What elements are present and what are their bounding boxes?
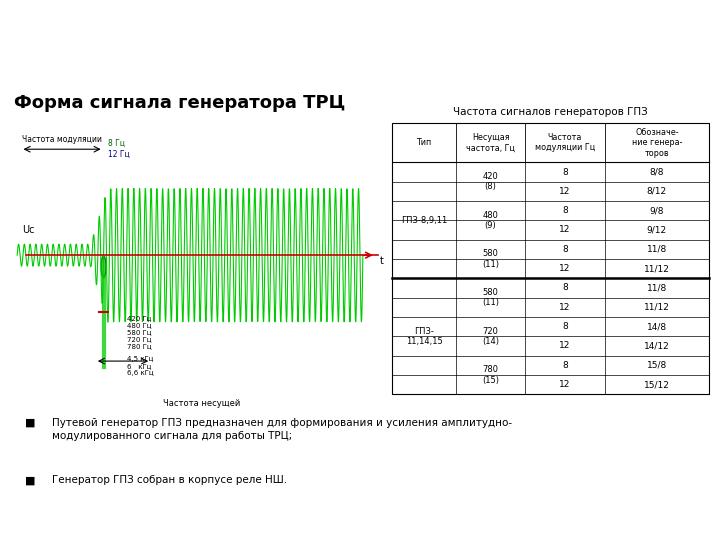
Text: 12: 12 [559, 187, 571, 196]
Text: 580
(11): 580 (11) [482, 288, 499, 307]
Text: 12 Гц: 12 Гц [108, 150, 130, 159]
Text: ■: ■ [24, 418, 35, 428]
Text: 12: 12 [559, 341, 571, 350]
Text: 4,5 кГц
6   кГц
6,6 кГц: 4,5 кГц 6 кГц 6,6 кГц [127, 356, 153, 376]
Text: 9/8: 9/8 [649, 206, 664, 215]
Text: 8/8: 8/8 [649, 167, 664, 177]
Text: 12: 12 [559, 226, 571, 234]
Text: Путевой генератор ГПЗ предназначен для формирования и усиления амплитудно-
модул: Путевой генератор ГПЗ предназначен для ф… [53, 418, 513, 441]
Text: 11/8: 11/8 [647, 284, 667, 293]
Text: 15/12: 15/12 [644, 380, 670, 389]
Ellipse shape [101, 256, 106, 278]
Text: Форма сигнала генератора ТРЦ: Форма сигнала генератора ТРЦ [14, 93, 346, 112]
Text: 8: 8 [562, 322, 568, 331]
Text: Частота несущей: Частота несущей [163, 399, 240, 408]
Text: Частота сигналов генераторов ГПЗ: Частота сигналов генераторов ГПЗ [454, 107, 648, 117]
Text: 720
(14): 720 (14) [482, 327, 499, 346]
Text: 12: 12 [559, 264, 571, 273]
Text: 14/8: 14/8 [647, 322, 667, 331]
Text: 580
(11): 580 (11) [482, 249, 499, 269]
Text: ■: ■ [24, 475, 35, 485]
Text: 8: 8 [562, 361, 568, 370]
Text: ГПЗ-
11,14,15: ГПЗ- 11,14,15 [405, 327, 443, 346]
Text: Обозначе-
ние генера-
торов: Обозначе- ние генера- торов [631, 128, 682, 158]
Text: 14/12: 14/12 [644, 341, 670, 350]
Text: 780
(15): 780 (15) [482, 365, 499, 384]
Text: 12: 12 [559, 303, 571, 312]
Text: 8: 8 [562, 167, 568, 177]
Text: 15/8: 15/8 [647, 361, 667, 370]
Text: 420
(8): 420 (8) [482, 172, 498, 191]
Text: 11/12: 11/12 [644, 303, 670, 312]
Text: 420 Гц
480 Гц
580 Гц
720 Гц
780 Гц: 420 Гц 480 Гц 580 Гц 720 Гц 780 Гц [127, 315, 151, 349]
Text: ГПЗ-8,9,11: ГПЗ-8,9,11 [401, 216, 447, 225]
Text: Частота модуляции: Частота модуляции [22, 134, 102, 144]
Text: 8: 8 [562, 284, 568, 293]
Text: Несущая
частота, Гц: Несущая частота, Гц [466, 133, 515, 152]
Text: 9/12: 9/12 [647, 226, 667, 234]
Text: Тип: Тип [416, 138, 432, 147]
Text: Генератор ГПЗ собран в корпусе реле НШ.: Генератор ГПЗ собран в корпусе реле НШ. [53, 475, 287, 485]
Text: 8: 8 [562, 206, 568, 215]
Text: 11/12: 11/12 [644, 264, 670, 273]
Text: 12: 12 [559, 380, 571, 389]
Text: 8/12: 8/12 [647, 187, 667, 196]
Text: 480
(9): 480 (9) [482, 211, 498, 230]
Text: 11/8: 11/8 [647, 245, 667, 254]
Text: t: t [379, 256, 383, 266]
Text: 8 Гц: 8 Гц [108, 139, 125, 148]
Text: 8: 8 [562, 245, 568, 254]
Text: Частота
модуляции Гц: Частота модуляции Гц [535, 133, 595, 152]
Text: Uc: Uc [22, 225, 35, 235]
